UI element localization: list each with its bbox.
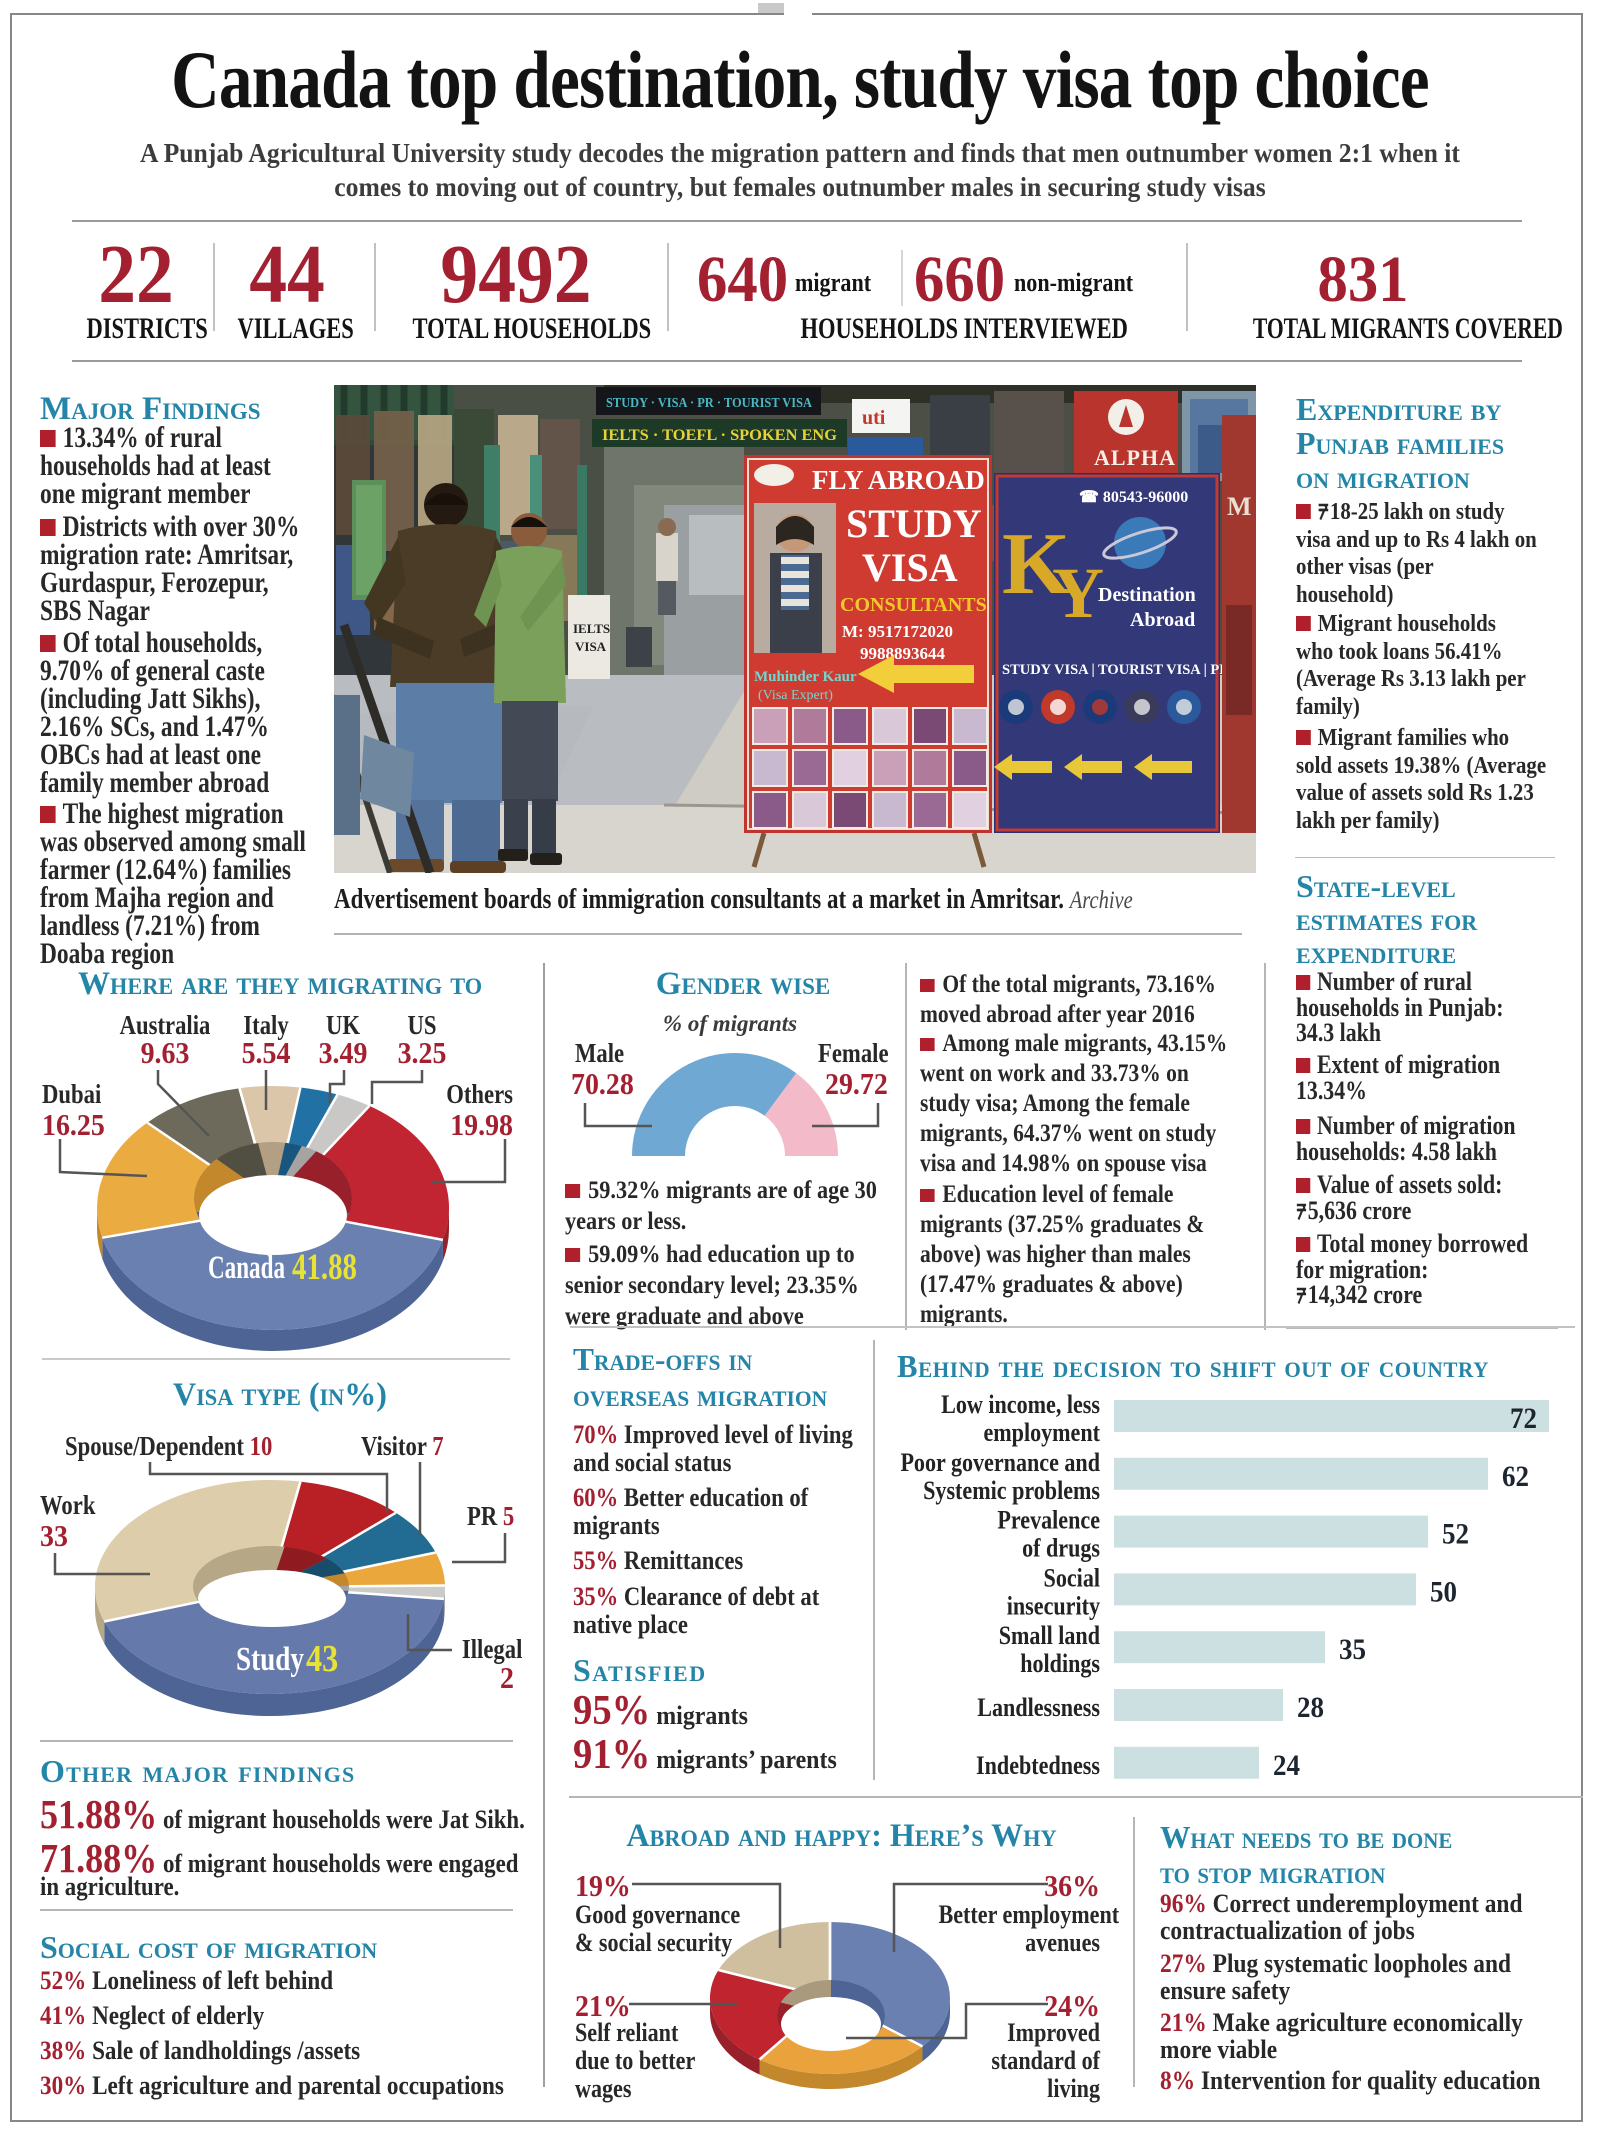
svg-text:Indebtedness: Indebtedness (976, 1752, 1100, 1780)
svg-text:9988893644: 9988893644 (860, 644, 946, 663)
svg-text:of drugs: of drugs (1022, 1535, 1100, 1563)
svg-text:(Visa Expert): (Visa Expert) (758, 688, 833, 703)
svg-text:Canada: Canada (208, 1250, 285, 1286)
svg-text:41.88: 41.88 (292, 1247, 357, 1288)
svg-text:Small land: Small land (999, 1623, 1101, 1651)
svg-text:Abroad: Abroad (1130, 609, 1195, 631)
svg-text:43: 43 (306, 1638, 338, 1680)
svg-text:Prevalence: Prevalence (997, 1507, 1100, 1535)
svg-text:insecurity: insecurity (1007, 1593, 1100, 1621)
svg-text:FLY ABROAD: FLY ABROAD (812, 465, 985, 495)
svg-text:Y: Y (1052, 553, 1104, 633)
svg-text:VISA: VISA (575, 639, 607, 654)
svg-text:STUDY VISA | TOURIST VISA | PR: STUDY VISA | TOURIST VISA | PR (1002, 662, 1230, 678)
svg-text:IELTS · TOEFL · SPOKEN ENG: IELTS · TOEFL · SPOKEN ENG (602, 427, 838, 444)
svg-text:M: 9517172020: M: 9517172020 (842, 622, 953, 641)
svg-text:STUDY: STUDY (846, 501, 982, 546)
svg-text:uti: uti (862, 407, 886, 429)
svg-text:M: M (1227, 492, 1252, 521)
svg-text:Landlessness: Landlessness (977, 1694, 1100, 1722)
svg-text:Destination: Destination (1098, 584, 1196, 606)
svg-text:STUDY · VISA · PR · TOURIST VI: STUDY · VISA · PR · TOURIST VISA (606, 396, 813, 411)
svg-text:50: 50 (1430, 1576, 1457, 1609)
svg-text:28: 28 (1297, 1692, 1324, 1725)
svg-text:holdings: holdings (1020, 1651, 1100, 1679)
svg-text:employment: employment (983, 1419, 1100, 1447)
svg-text:IELTS: IELTS (573, 621, 610, 636)
svg-text:Low income, less: Low income, less (941, 1391, 1100, 1419)
svg-text:Poor governance and: Poor governance and (900, 1449, 1100, 1477)
svg-text:K: K (1002, 516, 1070, 613)
svg-text:Systemic problems: Systemic problems (923, 1477, 1100, 1505)
svg-text:24: 24 (1273, 1750, 1300, 1783)
svg-text:62: 62 (1502, 1461, 1529, 1494)
svg-text:ALPHA: ALPHA (1094, 445, 1176, 470)
svg-text:35: 35 (1339, 1634, 1366, 1667)
svg-text:☎ 80543-96000: ☎ 80543-96000 (1079, 489, 1188, 506)
svg-text:Muhinder Kaur: Muhinder Kaur (754, 669, 857, 685)
svg-text:CONSULTANTS: CONSULTANTS (840, 594, 987, 616)
svg-text:VISA: VISA (862, 545, 958, 590)
svg-text:Study: Study (236, 1640, 305, 1678)
svg-text:72: 72 (1510, 1403, 1537, 1436)
svg-text:Social: Social (1044, 1565, 1101, 1593)
svg-text:52: 52 (1442, 1518, 1469, 1551)
